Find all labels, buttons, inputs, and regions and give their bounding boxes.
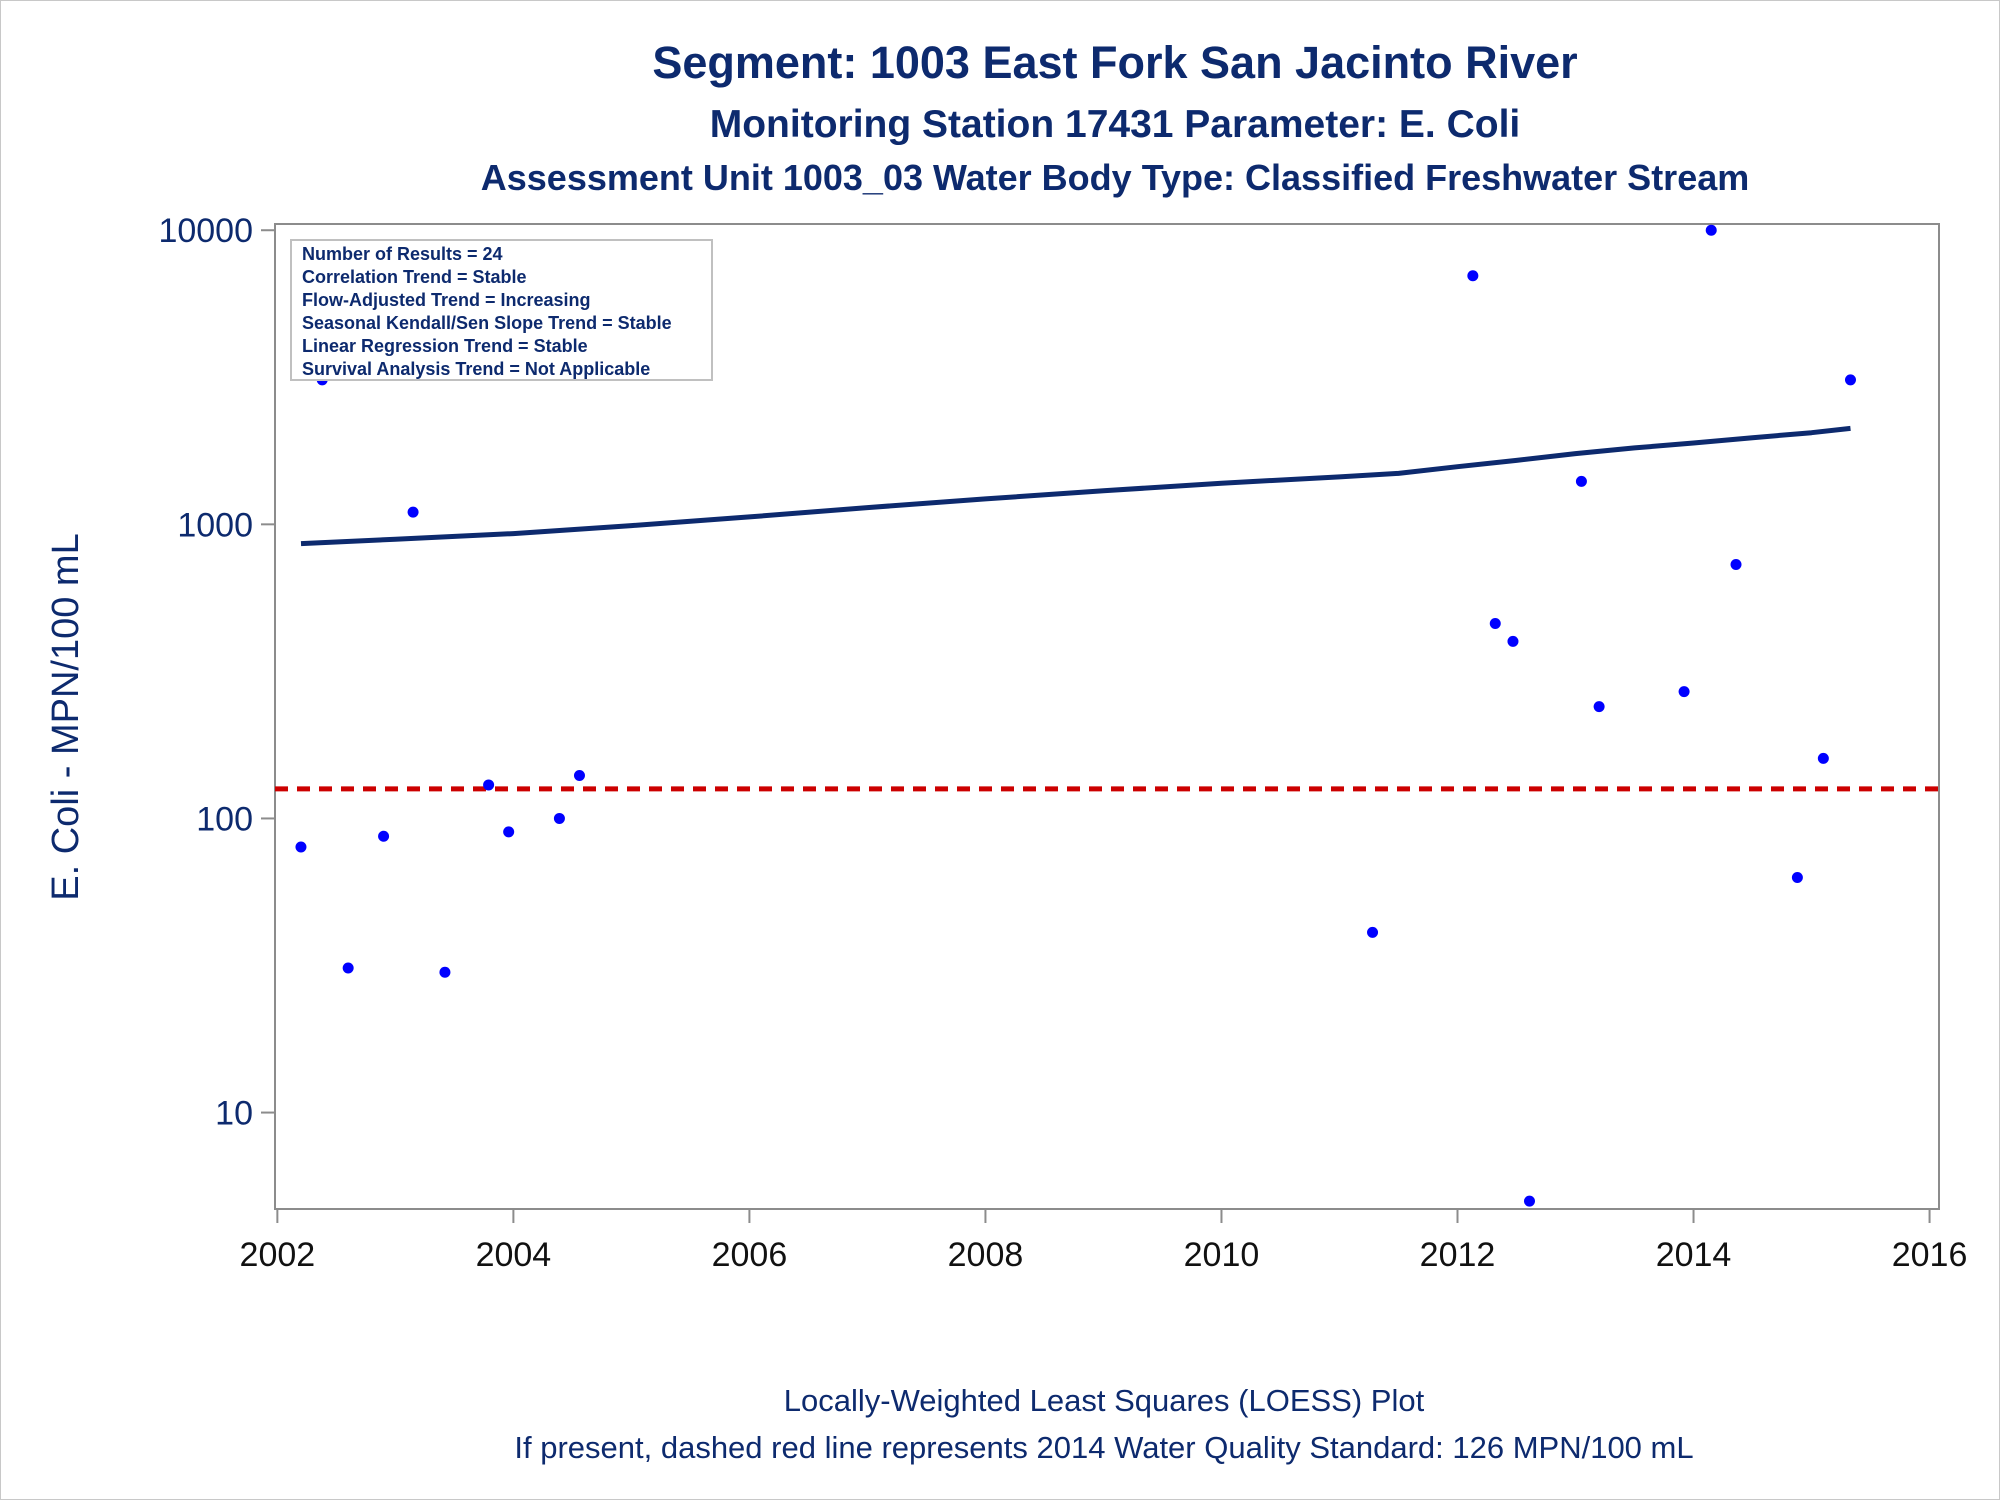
data-point <box>1507 635 1519 647</box>
x-tick-label: 2012 <box>1420 1236 1496 1274</box>
x-tick-label: 2002 <box>240 1236 316 1274</box>
plot-area <box>274 223 1940 1210</box>
data-point <box>1467 270 1479 282</box>
chart-subtitle-2: Assessment Unit 1003_03 Water Body Type:… <box>481 157 1750 198</box>
x-tick-label: 2010 <box>1184 1236 1260 1274</box>
chart-subtitle-1: Monitoring Station 17431 Parameter: E. C… <box>710 103 1521 146</box>
stats-box: Number of Results = 24 Correlation Trend… <box>290 239 713 381</box>
data-point <box>1523 1195 1535 1207</box>
x-tick-label: 2006 <box>712 1236 788 1274</box>
data-point <box>1791 871 1803 883</box>
stats-line-4: Seasonal Kendall/Sen Slope Trend = Stabl… <box>302 313 672 333</box>
data-point <box>1489 618 1501 630</box>
data-point <box>439 966 451 978</box>
data-point <box>483 779 495 791</box>
y-tick-label: 1000 <box>177 506 253 544</box>
data-point <box>1817 752 1829 764</box>
data-point <box>407 506 419 518</box>
y-tick-label: 100 <box>196 800 253 838</box>
data-point <box>503 826 515 838</box>
data-point <box>1844 374 1856 386</box>
x-tick-label: 2004 <box>476 1236 552 1274</box>
stats-line-5: Linear Regression Trend = Stable <box>302 336 588 356</box>
data-point <box>1593 701 1605 713</box>
data-point <box>342 962 354 974</box>
stats-line-1: Number of Results = 24 <box>302 244 503 264</box>
stats-line-2: Correlation Trend = Stable <box>302 267 527 287</box>
stats-line-6: Survival Analysis Trend = Not Applicable <box>302 359 650 379</box>
data-point <box>378 830 390 842</box>
data-point <box>1367 926 1379 938</box>
stats-line-3: Flow-Adjusted Trend = Increasing <box>302 290 591 310</box>
footnote-2: If present, dashed red line represents 2… <box>514 1430 1693 1465</box>
chart-title: Segment: 1003 East Fork San Jacinto Rive… <box>652 37 1577 88</box>
y-tick-label: 10 <box>215 1095 253 1133</box>
y-tick-label: 10000 <box>158 212 253 250</box>
loess-trend-line <box>300 425 1851 547</box>
data-point <box>1705 224 1717 236</box>
data-point <box>573 769 585 781</box>
data-point <box>295 841 307 853</box>
footnote-1: Locally-Weighted Least Squares (LOESS) P… <box>784 1383 1425 1418</box>
data-point <box>1575 475 1587 487</box>
x-tick-label: 2014 <box>1656 1236 1732 1274</box>
y-axis-label: E. Coli - MPN/100 mL <box>45 533 87 900</box>
x-tick-label: 2016 <box>1892 1236 1968 1274</box>
data-point <box>553 812 565 824</box>
stats-box-frame <box>290 239 713 381</box>
data-point <box>1730 559 1742 571</box>
x-tick-label: 2008 <box>948 1236 1024 1274</box>
data-point <box>1678 686 1690 698</box>
